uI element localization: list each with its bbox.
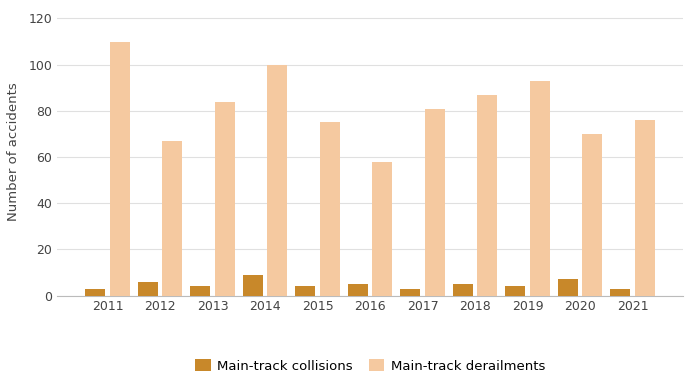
Bar <box>267 65 287 296</box>
Bar <box>138 282 158 296</box>
Y-axis label: Number of accidents: Number of accidents <box>7 82 20 221</box>
Bar <box>215 102 235 296</box>
Bar <box>558 279 578 296</box>
Bar <box>190 287 210 296</box>
Bar <box>506 287 526 296</box>
Bar <box>110 42 130 296</box>
Bar <box>611 289 631 296</box>
Bar <box>319 122 339 296</box>
Bar <box>348 284 368 296</box>
Bar <box>243 275 263 296</box>
Bar <box>400 289 420 296</box>
Bar <box>424 108 444 296</box>
Bar <box>162 141 182 296</box>
Bar <box>477 95 497 296</box>
Legend: Main-track collisions, Main-track derailments: Main-track collisions, Main-track derail… <box>190 354 551 378</box>
Bar <box>453 284 473 296</box>
Bar <box>530 81 550 296</box>
Bar <box>372 162 392 296</box>
Bar <box>582 134 602 296</box>
Bar <box>86 289 106 296</box>
Bar <box>635 120 655 296</box>
Bar <box>295 287 315 296</box>
